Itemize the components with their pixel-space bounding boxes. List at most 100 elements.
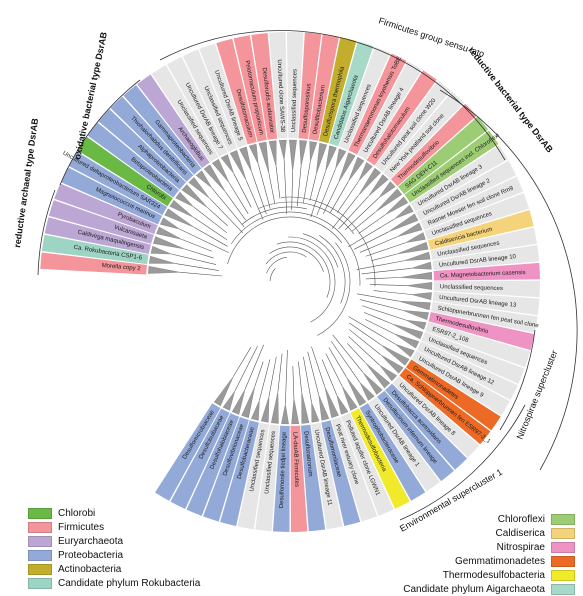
clade-sector	[428, 312, 535, 351]
collapsed-clade-triangle	[364, 362, 391, 389]
clade-sector	[424, 193, 530, 240]
legend-swatch	[28, 521, 52, 533]
tree-branch	[332, 334, 364, 373]
clade-sector	[425, 322, 531, 368]
clade-sector	[233, 35, 267, 142]
tree-branch	[266, 256, 287, 274]
collapsed-clade-triangle	[318, 394, 330, 421]
tree-branch	[302, 233, 339, 268]
clade-sector	[68, 151, 168, 216]
legend-swatch	[28, 577, 52, 589]
tree-branch	[277, 353, 283, 392]
tree-branch	[307, 351, 319, 395]
clade-sector	[368, 397, 440, 492]
tree-branch	[323, 183, 339, 214]
clade-sector	[398, 116, 489, 195]
legend-swatch	[28, 549, 52, 561]
legend-item: Euryarchaeota	[28, 534, 200, 548]
clade-sector	[98, 109, 187, 190]
legend-swatch	[551, 527, 575, 539]
tree-branch	[365, 277, 400, 280]
tree-branch	[318, 235, 346, 304]
tree-branch	[254, 361, 264, 387]
clade-sector	[431, 301, 538, 333]
clade-sector	[170, 408, 230, 509]
tree-branch	[180, 272, 223, 277]
legend-item: Candidate phylum Rokubacteria	[28, 576, 200, 590]
tree-branch	[269, 268, 276, 281]
collapsed-clade-triangle	[396, 241, 429, 255]
tree-branch	[321, 359, 337, 395]
clade-sector	[377, 390, 454, 482]
tree-branch	[358, 214, 385, 234]
collapsed-clade-triangle	[394, 343, 415, 358]
collapsed-clade-triangle	[391, 323, 424, 340]
legend-label: Thermodesulfobacteria	[442, 569, 545, 581]
tree-branch	[259, 359, 271, 401]
collapsed-clade-triangle	[335, 148, 347, 169]
tree-branch	[184, 248, 214, 259]
collapsed-clade-triangle	[358, 167, 381, 196]
tree-branch	[296, 166, 302, 207]
tree-branch	[328, 347, 347, 377]
collapsed-clade-triangle	[324, 386, 339, 418]
tree-branch	[193, 217, 228, 240]
collapsed-clade-triangle	[358, 162, 373, 182]
tree-branch	[311, 346, 325, 387]
collapsed-clade-triangle	[411, 261, 432, 270]
collapsed-clade-triangle	[160, 217, 181, 230]
clade-sector	[399, 368, 491, 445]
tree-branch	[359, 236, 397, 253]
clade-sector	[392, 376, 480, 458]
collapsed-clade-triangle	[153, 236, 186, 250]
tree-branch	[258, 201, 355, 235]
collapsed-clade-triangle	[203, 164, 227, 193]
tree-branch	[208, 208, 228, 226]
clade-sector	[308, 34, 339, 141]
tree-branch	[251, 172, 267, 215]
clade-arcs	[37, 30, 578, 521]
collapsed-clade-triangle	[398, 300, 431, 311]
collapsed-clade-triangle	[222, 390, 236, 411]
collapsed-clade-triangle	[348, 156, 365, 182]
clade-sector	[87, 122, 180, 198]
collapsed-clade-triangle	[311, 402, 320, 423]
clade-sector	[167, 56, 228, 157]
legend-label: Candidate phylum Rokubacteria	[58, 577, 201, 589]
clade-sector	[433, 262, 540, 281]
collapsed-clade-triangle	[260, 396, 270, 423]
legend-label: Proteobacteria	[58, 549, 124, 561]
tree-branch	[285, 349, 288, 404]
clade-sector	[420, 176, 524, 231]
clade-sector	[357, 61, 422, 160]
collapsed-clade-triangle	[220, 154, 234, 174]
clade-sector	[286, 32, 304, 139]
clade-sector	[321, 420, 361, 527]
collapsed-clade-triangle	[248, 143, 259, 165]
tree-branch	[365, 242, 406, 257]
collapsed-clade-triangle	[325, 145, 337, 172]
legend-swatch	[551, 569, 575, 581]
firmicutes-group-arc	[159, 30, 506, 161]
legend-left: Chlorobi Firmicutes Euryarchaeota Proteobac…	[28, 506, 200, 590]
tree-branch	[310, 171, 326, 218]
tree-branch	[171, 253, 217, 265]
tree-branch	[349, 329, 381, 355]
collapsed-clade-triangle	[278, 139, 287, 161]
legend-item: Chloroflexi	[403, 512, 575, 526]
clade-sector	[319, 37, 357, 144]
clade-sector	[272, 425, 290, 532]
legend-label: Chlorobi	[58, 507, 96, 519]
clade-sector	[186, 413, 240, 516]
tree-branch	[298, 361, 302, 392]
clade-sector	[41, 234, 149, 265]
collapsed-clade-triangle	[380, 354, 404, 374]
leaf-label: Unclassified sequences	[291, 69, 298, 132]
clade-sector	[421, 331, 525, 384]
tree-branch	[227, 216, 343, 265]
clade-sector	[60, 167, 163, 225]
tree-branch	[303, 161, 311, 204]
clade-sector	[359, 403, 426, 501]
tree-branch	[303, 356, 312, 403]
